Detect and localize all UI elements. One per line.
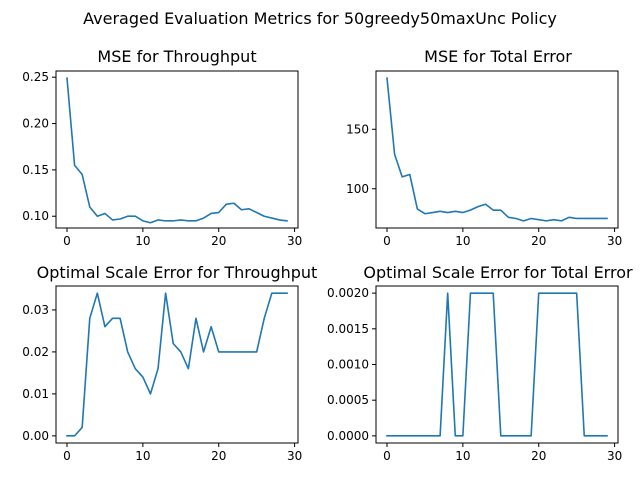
subplot-scale-error-total-error: Optimal Scale Error for Total Error 0 10 2… [327,263,633,463]
y-tick-label: 0.0000 [327,429,369,443]
x-tick-label: 10 [135,449,150,463]
x-tick-label: 0 [63,234,71,248]
subplot-mse-throughput: MSE for Throughput 0 10 20 30 0.10 0.15 0.20 0.… [22,47,302,248]
y-tick-label: 150 [346,122,369,136]
y-tick-label: 0.0005 [327,393,369,407]
x-tick-label: 0 [63,449,71,463]
y-tick-label: 0.10 [22,209,49,223]
y-tick-label: 0.0015 [327,322,369,336]
y-tick-label: 0.01 [22,387,49,401]
y-tick-label: 0.0020 [327,286,369,300]
y-tick-label: 0.00 [22,429,49,443]
x-tick-label: 10 [455,449,470,463]
series-line [386,77,608,222]
series-line [66,77,288,224]
x-tick-label: 20 [531,449,546,463]
subplot-title: Optimal Scale Error for Total Error [363,263,633,282]
y-tick-label: 100 [346,182,369,196]
x-tick-label: 10 [135,234,150,248]
subplot-scale-error-throughput: Optimal Scale Error for Throughput 0 10 20… [22,263,317,463]
x-tick-label: 0 [383,234,391,248]
axes-frame [375,70,619,229]
y-tick-label: 0.02 [22,345,49,359]
x-tick-label: 30 [287,234,302,248]
x-tick-label: 30 [287,449,302,463]
y-tick-label: 0.25 [22,70,49,84]
axes-frame [55,285,299,444]
subplot-title: MSE for Total Error [424,47,572,66]
x-tick-label: 30 [607,234,622,248]
subplot-title: MSE for Throughput [97,47,256,66]
x-tick-label: 20 [211,449,226,463]
x-tick-label: 0 [383,449,391,463]
x-tick-label: 30 [607,449,622,463]
x-tick-label: 20 [531,234,546,248]
y-tick-label: 0.15 [22,163,49,177]
axes-frame [55,70,299,229]
subplot-title: Optimal Scale Error for Throughput [37,263,318,282]
figure-title: Averaged Evaluation Metrics for 50greedy… [83,9,557,28]
subplot-mse-total-error: MSE for Total Error 0 10 20 30 100 150 [346,47,622,248]
y-tick-label: 0.20 [22,117,49,131]
x-tick-label: 20 [211,234,226,248]
series-line [386,292,608,437]
y-tick-label: 0.0010 [327,358,369,372]
y-tick-label: 0.03 [22,303,49,317]
series-line [66,292,288,437]
x-tick-label: 10 [455,234,470,248]
